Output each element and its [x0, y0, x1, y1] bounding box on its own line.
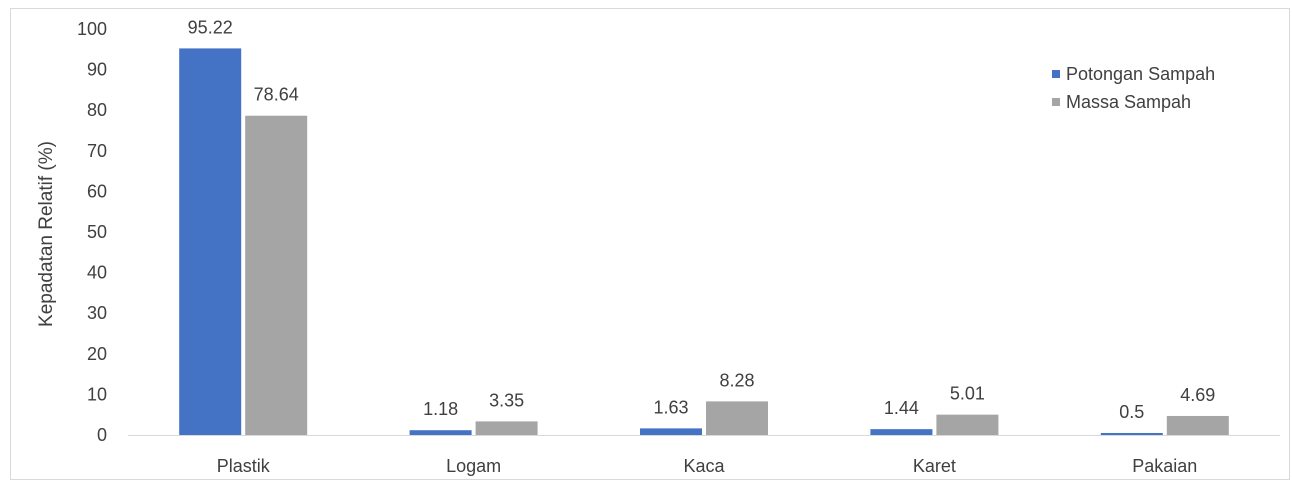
- x-tick-label: Logam: [446, 456, 501, 476]
- y-tick-label: 0: [97, 425, 107, 445]
- legend: Potongan Sampah Massa Sampah: [1052, 64, 1215, 112]
- x-tick-label: Plastik: [217, 456, 271, 476]
- y-tick-label: 20: [87, 344, 107, 364]
- data-label: 3.35: [489, 390, 524, 410]
- y-tick-label: 80: [87, 100, 107, 120]
- data-label: 4.69: [1180, 385, 1215, 405]
- data-label: 1.44: [884, 398, 919, 418]
- y-tick-label: 10: [87, 384, 107, 404]
- y-axis: 0 10 20 30 40 50 60 70 80 90 100: [77, 19, 107, 445]
- bar-potongan-sampah: [1100, 432, 1163, 435]
- y-tick-label: 70: [87, 141, 107, 161]
- bar-potongan-sampah: [179, 48, 242, 435]
- legend-label: Massa Sampah: [1066, 92, 1191, 112]
- x-tick-label: Karet: [913, 456, 956, 476]
- data-label: 78.64: [254, 85, 299, 105]
- y-tick-label: 90: [87, 60, 107, 80]
- bars: [179, 48, 1229, 435]
- bar-massa-sampah: [936, 414, 999, 435]
- data-label: 5.01: [950, 384, 985, 404]
- bar-potongan-sampah: [640, 428, 702, 435]
- data-label: 8.28: [719, 370, 754, 390]
- bar-massa-sampah: [706, 401, 768, 435]
- bar-massa-sampah: [1166, 415, 1229, 435]
- legend-swatch: [1052, 70, 1060, 78]
- y-tick-label: 50: [87, 222, 107, 242]
- bar-massa-sampah: [475, 421, 538, 435]
- x-axis: Plastik Logam Kaca Karet Pakaian: [128, 435, 1280, 476]
- bar-potongan-sampah: [870, 429, 933, 435]
- legend-label: Potongan Sampah: [1066, 64, 1215, 84]
- bar-massa-sampah: [245, 115, 308, 435]
- data-label: 1.18: [423, 399, 458, 419]
- y-axis-title: Kepadatan Relatif (%): [36, 141, 57, 327]
- x-tick-label: Pakaian: [1132, 456, 1197, 476]
- y-tick-label: 30: [87, 303, 107, 323]
- data-label: 1.63: [653, 397, 688, 417]
- y-tick-label: 40: [87, 263, 107, 283]
- x-tick-label: Kaca: [683, 456, 725, 476]
- y-tick-label: 60: [87, 181, 107, 201]
- y-tick-label: 100: [77, 19, 107, 39]
- data-labels: 95.22 1.18 1.63 1.44 0.5 78.64 3.35 8.28 5.01 4.6…: [188, 17, 1216, 422]
- bar-potongan-sampah: [409, 430, 472, 435]
- legend-swatch: [1052, 98, 1060, 106]
- data-label: 0.5: [1119, 402, 1144, 422]
- data-label: 95.22: [188, 17, 233, 37]
